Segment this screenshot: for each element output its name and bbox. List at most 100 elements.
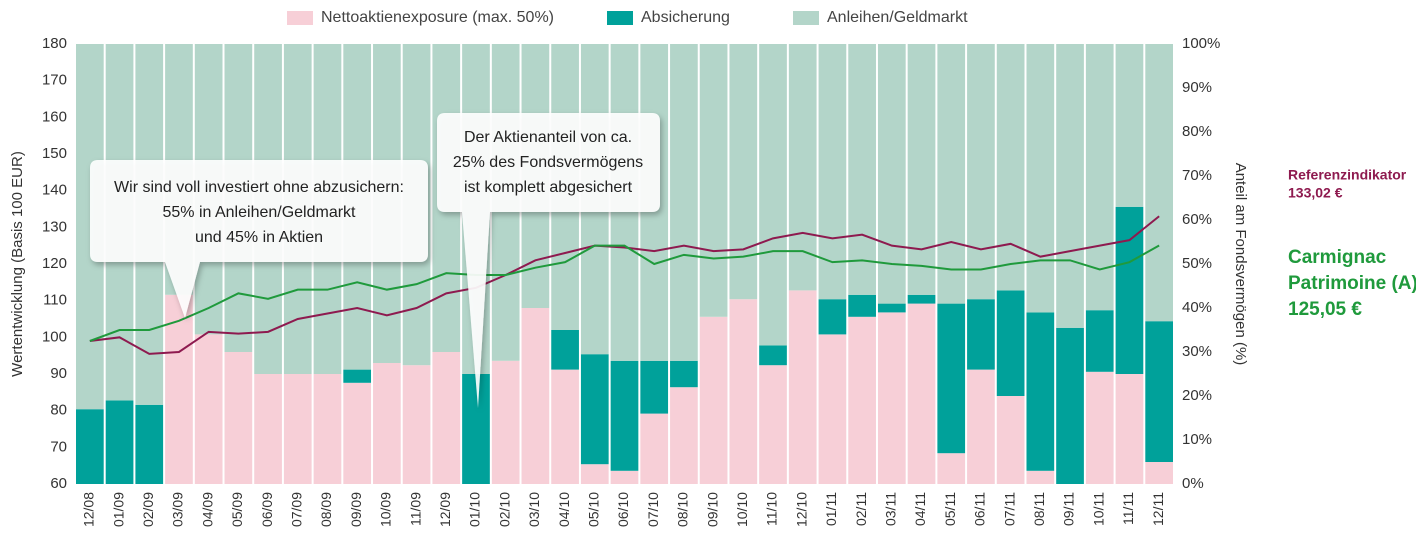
x-tick-label: 04/09 <box>199 492 215 527</box>
x-tick-label: 07/09 <box>288 492 304 527</box>
bar-segment <box>551 330 579 370</box>
bar-segment <box>877 303 906 313</box>
y2-tick-label: 100% <box>1182 35 1220 52</box>
y-tick-label: 60 <box>50 475 67 492</box>
x-tick-label: 05/09 <box>229 492 245 527</box>
bar-segment <box>907 294 936 304</box>
callouts: Wir sind voll investiert ohne abzusicher… <box>90 113 660 408</box>
x-tick-label: 11/10 <box>764 492 780 526</box>
legend-swatch <box>793 11 819 25</box>
annotation-text: 55% in Anleihen/Geldmarkt <box>163 204 357 221</box>
y-tick-label: 70 <box>50 438 67 455</box>
x-tick-label: 09/11 <box>1061 492 1077 526</box>
x-tick-label: 03/11 <box>883 492 899 526</box>
y-tick-label: 170 <box>42 72 67 89</box>
bar-segment <box>848 294 876 317</box>
x-tick-label: 09/09 <box>348 492 364 527</box>
line-series <box>89 244 1160 342</box>
bar-segment <box>699 316 728 484</box>
x-tick-label: 01/10 <box>467 492 483 527</box>
bar-segment <box>670 360 698 388</box>
bar-segment <box>640 360 669 414</box>
bar-segment <box>1115 374 1144 484</box>
bar-segment <box>1145 321 1173 462</box>
y2-tick-label: 70% <box>1182 167 1212 184</box>
x-tick-label: 08/10 <box>675 492 691 527</box>
bar-segment <box>1026 312 1055 471</box>
y-tick-label: 160 <box>42 108 67 125</box>
bar-segment <box>759 365 787 484</box>
y2-tick-label: 60% <box>1182 211 1212 228</box>
callout-box <box>437 113 660 408</box>
bar-segment <box>283 374 312 484</box>
y-tick-label: 130 <box>42 218 67 235</box>
bar-segment <box>610 360 639 471</box>
x-tick-label: 01/11 <box>823 492 839 526</box>
bar-segment <box>848 316 876 484</box>
bar-segment <box>937 453 966 484</box>
x-tick-label: 03/10 <box>526 492 542 527</box>
bar-segment <box>996 44 1025 291</box>
x-tick-label: 12/10 <box>793 492 809 527</box>
line-series <box>89 215 1160 355</box>
bar-segment <box>491 360 520 484</box>
bar-segment <box>580 354 609 465</box>
bar-segment <box>343 382 372 484</box>
y2-tick-label: 90% <box>1182 79 1212 96</box>
annotation-text: und 45% in Aktien <box>195 229 323 246</box>
x-tick-label: 02/11 <box>853 492 869 526</box>
bar-segment <box>254 374 282 484</box>
legend-label: Absicherung <box>641 9 730 26</box>
x-tick-label: 02/09 <box>140 492 156 527</box>
x-tick-label: 12/09 <box>437 492 453 527</box>
y2-tick-label: 20% <box>1182 387 1212 404</box>
bar-segment <box>877 312 906 484</box>
bar-segment <box>877 44 906 304</box>
bar-segment <box>759 345 787 366</box>
x-tick-label: 04/10 <box>556 492 572 527</box>
bar-segment <box>967 299 995 370</box>
bar-segment <box>402 365 431 484</box>
y-tick-label: 140 <box>42 182 67 199</box>
bar-segment <box>818 334 847 484</box>
bar-segment <box>1145 462 1173 484</box>
bar-segment <box>996 290 1025 396</box>
end-label: 133,02 € <box>1288 185 1343 201</box>
bar-segment <box>670 387 698 484</box>
x-tick-label: 05/11 <box>942 492 958 526</box>
y2-axis-title: Anteil am Fondsvermögen (%) <box>1232 163 1249 366</box>
y2-tick-label: 0% <box>1182 475 1204 492</box>
bar-segment <box>818 299 847 335</box>
bar-segment <box>640 413 669 484</box>
y-tick-label: 110 <box>43 292 67 309</box>
bar-segment <box>551 369 579 484</box>
y-tick-label: 100 <box>42 328 67 345</box>
y2-tick-label: 40% <box>1182 299 1212 316</box>
legend-swatch <box>287 11 313 25</box>
x-tick-label: 09/10 <box>704 492 720 527</box>
end-label: Carmignac <box>1288 247 1387 268</box>
bar-segment <box>521 308 550 484</box>
y-tick-label: 90 <box>50 365 67 382</box>
bar-segment <box>1115 44 1144 207</box>
end-label: Referenzindikator <box>1288 167 1407 183</box>
bar-segment <box>1026 44 1055 313</box>
y2-tick-label: 10% <box>1182 431 1212 448</box>
annotation-text: Der Aktienanteil von ca. <box>464 129 632 146</box>
bar-segment <box>907 44 936 295</box>
bar-segment <box>1056 327 1084 484</box>
y2-tick-label: 80% <box>1182 123 1212 140</box>
x-tick-label: 04/11 <box>912 492 928 526</box>
x-tick-label: 03/09 <box>170 492 186 527</box>
bar-segment <box>76 409 104 484</box>
x-tick-label: 10/11 <box>1090 492 1106 526</box>
bar-segment <box>937 303 966 454</box>
bar-segment <box>1145 44 1173 322</box>
bar-segment <box>313 374 342 484</box>
legend-swatch <box>607 11 633 25</box>
bar-segment <box>729 299 758 484</box>
legend-label: Anleihen/Geldmarkt <box>827 9 968 26</box>
bar-segment <box>580 464 609 484</box>
y-tick-label: 120 <box>42 255 67 272</box>
